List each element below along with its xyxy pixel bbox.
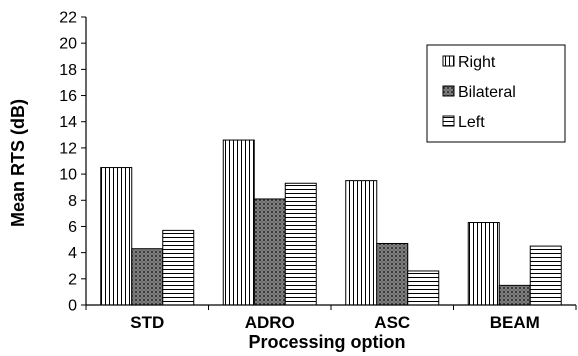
- y-tick-label: 10: [59, 167, 77, 184]
- y-tick-label: 12: [59, 140, 77, 157]
- bar-left-asc: [407, 270, 440, 306]
- bars: [100, 139, 562, 306]
- y-tick-label: 2: [68, 271, 77, 288]
- y-axis-title: Mean RTS (dB): [8, 99, 28, 227]
- bar-bilateral-asc: [376, 242, 409, 306]
- bar-right-adro: [222, 139, 255, 306]
- legend-swatch-right: [442, 55, 455, 67]
- x-axis-title: Processing option: [248, 332, 405, 352]
- legend-swatch-bilateral: [442, 85, 455, 97]
- bar-right-asc: [345, 180, 378, 306]
- legend-label-bilateral: Bilateral: [458, 84, 516, 101]
- legend: Right Bilateral Left: [426, 44, 566, 143]
- y-tick-label: 16: [59, 88, 77, 105]
- legend-swatch-left: [442, 115, 455, 127]
- x-tick-label: ADRO: [245, 313, 295, 332]
- bar-bilateral-std: [131, 248, 164, 306]
- legend-label-left: Left: [458, 114, 485, 131]
- bar-left-std: [162, 229, 195, 306]
- x-axis: STD ADRO ASC BEAM: [85, 304, 577, 332]
- x-tick-label: STD: [130, 313, 164, 332]
- y-tick-label: 4: [68, 245, 77, 262]
- legend-label-right: Right: [458, 54, 496, 71]
- bar-bilateral-adro: [253, 198, 286, 306]
- bar-left-beam: [529, 245, 562, 306]
- y-tick-label: 22: [59, 10, 77, 27]
- y-tick-label: 6: [68, 219, 77, 236]
- bar-right-beam: [467, 222, 500, 306]
- y-tick-label: 14: [59, 114, 77, 131]
- bar-left-adro: [284, 182, 317, 306]
- y-tick-label: 8: [68, 193, 77, 210]
- x-tick-label: BEAM: [490, 313, 540, 332]
- y-axis: 0 2 4 6 8 10 12 14 16 18 20 22: [59, 10, 87, 315]
- x-tick-label: ASC: [374, 313, 410, 332]
- y-tick-label: 20: [59, 36, 77, 53]
- y-tick-label: 18: [59, 62, 77, 79]
- bar-right-std: [100, 167, 133, 306]
- y-tick-label: 0: [68, 298, 77, 315]
- bar-bilateral-beam: [498, 284, 531, 306]
